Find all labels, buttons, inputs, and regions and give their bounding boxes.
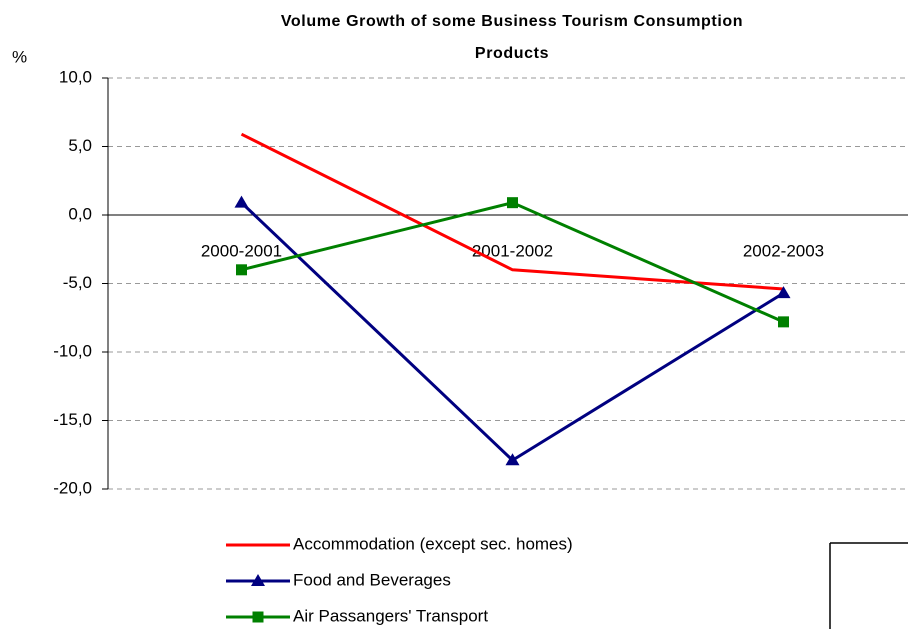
- point: [776, 286, 791, 299]
- frame: [829, 542, 908, 629]
- point: [505, 453, 520, 466]
- point: [778, 316, 789, 328]
- x-tick-label: 2001-2002: [472, 241, 553, 260]
- series-line: [240, 132, 784, 291]
- x-tick-label: 2002-2003: [743, 241, 824, 260]
- legend-marker: [252, 611, 264, 623]
- y-tick-label: 10,0: [59, 67, 92, 86]
- y-tick-label: -15,0: [53, 410, 92, 429]
- y-tick-label: -10,0: [53, 341, 92, 360]
- y-tick-label: -5,0: [63, 273, 92, 292]
- legend-label: Air Passangers' Transport: [293, 606, 488, 625]
- chart-title: Volume Growth of some Business Tourism C…: [281, 13, 743, 30]
- series-line: [241, 201, 785, 324]
- chart-title: Products: [475, 45, 549, 62]
- legend-label: Food and Beverages: [293, 570, 451, 589]
- y-axis-label: %: [12, 47, 27, 66]
- y-tick-label: -20,0: [53, 478, 92, 497]
- x-tick-label: 2000-2001: [201, 241, 282, 260]
- point: [236, 264, 247, 276]
- point: [507, 197, 518, 209]
- y-tick-label: 5,0: [68, 136, 92, 155]
- point: [234, 195, 249, 208]
- legend-marker: [251, 574, 265, 586]
- y-tick-label: 0,0: [68, 204, 92, 223]
- legend-label: Accommodation (except sec. homes): [293, 534, 573, 553]
